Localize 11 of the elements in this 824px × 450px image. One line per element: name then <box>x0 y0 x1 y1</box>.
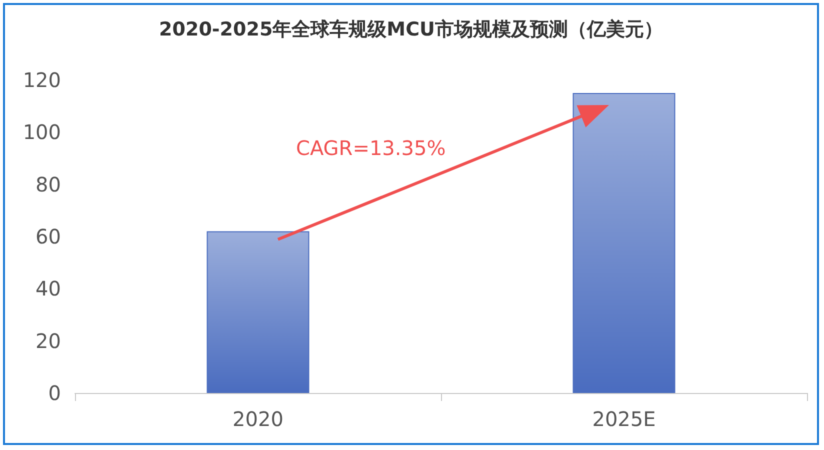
y-tick-label: 20 <box>36 328 61 353</box>
y-tick-label: 100 <box>22 120 61 144</box>
y-tick-label: 0 <box>48 381 61 405</box>
y-tick-label: 60 <box>36 224 61 248</box>
y-tick-label: 40 <box>36 276 61 301</box>
y-tick-label: 120 <box>22 68 61 92</box>
annotation: CAGR=13.35% <box>296 136 446 160</box>
x-tick-label: 2020 <box>232 407 284 431</box>
x-tick-label: 2025E <box>592 407 656 431</box>
chart-title: 2020-2025年全球车规级MCU市场规模及预测（亿美元） <box>159 18 663 40</box>
y-tick-label: 80 <box>36 172 61 196</box>
